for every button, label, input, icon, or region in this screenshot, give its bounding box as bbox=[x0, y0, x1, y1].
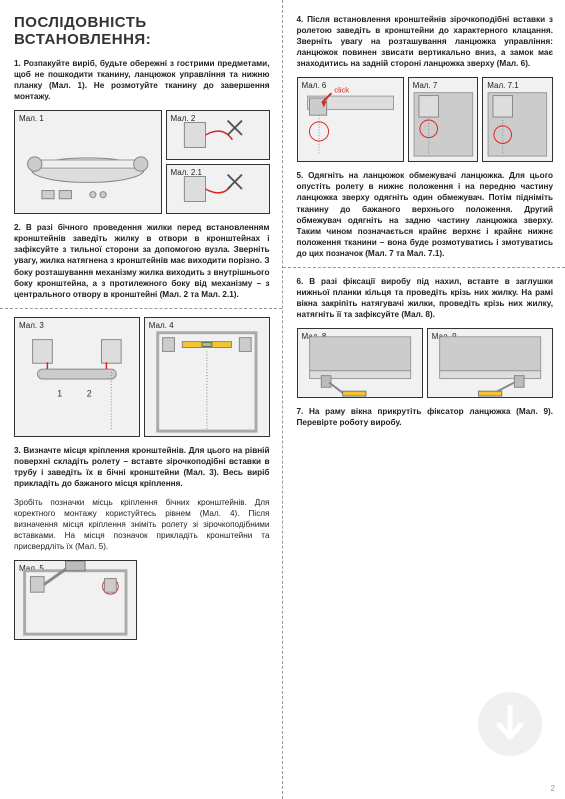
drill-bracket-icon bbox=[15, 561, 136, 639]
level-mount-icon bbox=[145, 318, 269, 436]
page-title: ПОСЛІДОВНІСТЬ ВСТАНОВЛЕННЯ: bbox=[14, 14, 270, 48]
fig-mal-8: Мал. 8 bbox=[297, 328, 423, 398]
fig-row-3: Мал. 5 bbox=[14, 560, 270, 640]
fig-row-5: Мал. 8 Мал. 9 bbox=[297, 328, 554, 398]
step-3b-text: Зробіть позначки місць кріплення бічних … bbox=[14, 497, 270, 552]
bracket-thread-2-icon bbox=[167, 165, 269, 213]
tensioner-icon bbox=[298, 329, 422, 397]
chain-fixer-icon bbox=[428, 329, 552, 397]
assembly-icon: 1 2 bbox=[15, 318, 139, 436]
watermark-icon bbox=[475, 689, 545, 759]
limiter-1-icon bbox=[409, 78, 478, 161]
step-7-text: 7. На раму вікна прикрутіть фіксатор лан… bbox=[297, 406, 554, 428]
fig-mal-9: Мал. 9 bbox=[427, 328, 553, 398]
step-6-text: 6. В разі фіксації виробу під нахил, вст… bbox=[297, 276, 554, 320]
bracket-thread-icon bbox=[167, 111, 269, 159]
svg-text:1: 1 bbox=[57, 388, 62, 398]
fig-mal-2: Мал. 2 bbox=[166, 110, 270, 160]
fig-mal-21: Мал. 2.1 bbox=[166, 164, 270, 214]
roller-parts-icon bbox=[15, 111, 161, 213]
fig-row-4: Мал. 6 click Мал. 7 bbox=[297, 77, 554, 162]
limiter-2-icon bbox=[483, 78, 552, 161]
step-1-text: 1. Розпакуйте виріб, будьте обережні з г… bbox=[14, 58, 270, 102]
divider bbox=[0, 308, 282, 309]
svg-text:2: 2 bbox=[87, 388, 92, 398]
step-4-text: 4. Після встановлення кронштейнів зірочк… bbox=[297, 14, 554, 69]
fig-mal-1: Мал. 1 bbox=[14, 110, 162, 214]
fig-mal-4: Мал. 4 bbox=[144, 317, 270, 437]
step-5-text: 5. Одягніть на ланцюжок обмежувачі ланцю… bbox=[297, 170, 554, 259]
fig-row-2: Мал. 3 1 2 Мал. 4 bbox=[14, 317, 270, 437]
divider bbox=[283, 267, 565, 268]
fig-row-1: Мал. 1 Мал. 2 bbox=[14, 110, 270, 214]
fig-mal-3: Мал. 3 1 2 bbox=[14, 317, 140, 437]
page-number: 2 bbox=[551, 784, 555, 793]
click-mount-icon: click bbox=[298, 78, 403, 161]
left-column: ПОСЛІДОВНІСТЬ ВСТАНОВЛЕННЯ: 1. Розпакуйт… bbox=[0, 0, 283, 799]
fig-mal-5: Мал. 5 bbox=[14, 560, 137, 640]
step-3a-text: 3. Визначте місця кріплення кронштейнів.… bbox=[14, 445, 270, 489]
page: ПОСЛІДОВНІСТЬ ВСТАНОВЛЕННЯ: 1. Розпакуйт… bbox=[0, 0, 565, 799]
fig-mal-71: Мал. 7.1 bbox=[482, 77, 553, 162]
fig-mal-6: Мал. 6 click bbox=[297, 77, 404, 162]
svg-text:click: click bbox=[334, 86, 349, 95]
right-column: 4. Після встановлення кронштейнів зірочк… bbox=[283, 0, 565, 799]
fig-mal-7: Мал. 7 bbox=[408, 77, 479, 162]
step-2-text: 2. В разі бічного проведення жилки перед… bbox=[14, 222, 270, 299]
